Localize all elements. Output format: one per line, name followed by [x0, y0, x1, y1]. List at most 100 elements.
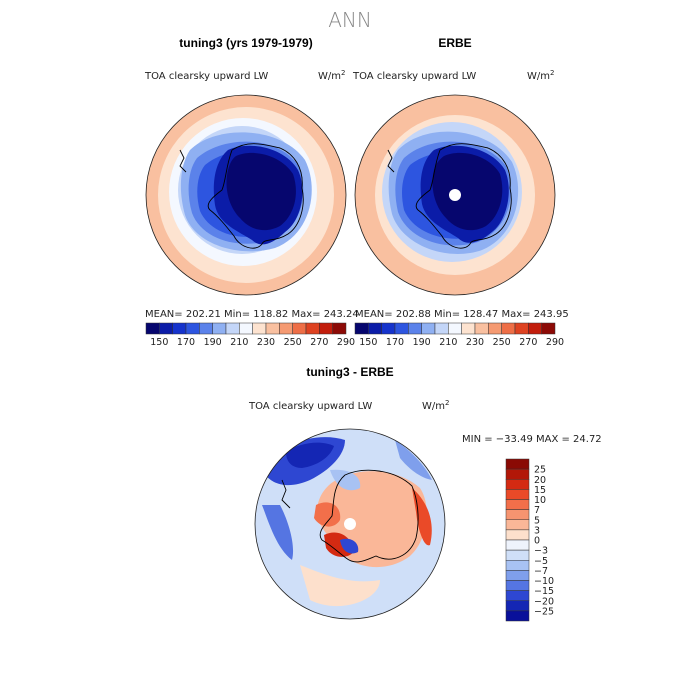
- panel-model-unit-exp: 2: [341, 69, 345, 77]
- panel-diff-unit-exp: 2: [445, 399, 449, 407]
- colorbar-tick-label: 270: [519, 337, 537, 348]
- panel-model-map: [146, 95, 346, 295]
- colorbar-tick-label: 230: [466, 337, 484, 348]
- colorbar-swatch: [159, 322, 173, 335]
- colorbar-tick-label: 0: [534, 536, 540, 547]
- map-band: [226, 152, 296, 231]
- antarctica-coastline: [207, 143, 304, 249]
- panel-diff-title: tuning3 - ERBE: [306, 365, 393, 379]
- colorbar-swatch: [541, 322, 556, 335]
- colorbar-swatch: [505, 549, 530, 561]
- south-america-coastline: [387, 149, 395, 173]
- colorbar-tick-label: 20: [534, 475, 546, 486]
- colorbar-swatch: [505, 479, 530, 490]
- colorbar-swatch: [185, 322, 200, 335]
- colorbar-tick-label: −15: [534, 586, 554, 597]
- south-america-coastline: [281, 479, 291, 509]
- panel-obs-variable: TOA clearsky upward LW: [352, 71, 476, 82]
- colorbar-swatch: [461, 322, 476, 335]
- colorbar-swatch: [505, 509, 530, 520]
- colorbar-swatch: [172, 322, 187, 335]
- colorbar-swatch: [505, 580, 530, 591]
- panel-obs-map-border: [354, 94, 556, 296]
- panel-diff: tuning3 - ERBE TOA clearsky upward LW W/…: [248, 365, 602, 622]
- pole-missing-data: [344, 518, 356, 530]
- colorbar-swatch: [514, 322, 529, 335]
- colorbar-swatch: [505, 600, 530, 612]
- colorbar-swatch: [225, 322, 240, 335]
- colorbar-swatch: [505, 570, 530, 581]
- panel-model-map-border: [145, 94, 347, 296]
- colorbar-tick-label: 190: [204, 337, 222, 348]
- colorbar-swatch: [505, 499, 530, 510]
- colorbar-tick-label: 250: [493, 337, 511, 348]
- colorbar-swatch: [279, 322, 293, 335]
- colorbar-swatch: [421, 322, 436, 335]
- panel-obs-colorbar: 150 170 190 210 230 250 270 290: [354, 322, 564, 348]
- colorbar-swatch: [488, 322, 502, 335]
- colorbar-swatch: [434, 322, 449, 335]
- panel-obs: ERBE TOA clearsky upward LW W/m2 MEAN= 2…: [352, 36, 569, 348]
- colorbar-swatch: [252, 322, 267, 335]
- map-band: [286, 442, 334, 468]
- colorbar-swatch: [505, 458, 530, 470]
- panel-obs-title: ERBE: [438, 36, 471, 50]
- antarctica-coastline: [415, 143, 512, 249]
- colorbar-swatch: [505, 489, 530, 500]
- map-band: [330, 469, 361, 491]
- colorbar-swatch: [354, 322, 369, 335]
- colorbar-swatch: [199, 322, 213, 335]
- panel-model: tuning3 (yrs 1979-1979) TOA clearsky upw…: [144, 36, 359, 348]
- panel-model-title: tuning3 (yrs 1979-1979): [179, 36, 312, 50]
- colorbar-swatch: [448, 322, 462, 335]
- colorbar-swatch: [239, 322, 253, 335]
- colorbar-swatch: [381, 322, 396, 335]
- colorbar-tick-label: 15: [534, 485, 546, 496]
- colorbar-swatch: [505, 539, 530, 551]
- panel-obs-stats: MEAN= 202.88 Min= 128.47 Max= 243.95: [355, 309, 569, 320]
- colorbar-swatch: [408, 322, 422, 335]
- panel-model-colorbar: 150 170 190 210 230 250 270 290: [145, 322, 355, 348]
- panel-diff-map: [255, 429, 445, 619]
- map-band: [395, 440, 432, 480]
- colorbar-tick-label: −25: [534, 606, 554, 617]
- colorbar-swatch: [145, 322, 160, 335]
- colorbar-tick-label: 290: [337, 337, 355, 348]
- map-band: [262, 505, 294, 560]
- figure-title: ANN: [328, 8, 372, 32]
- panel-obs-unit-exp: 2: [550, 69, 554, 77]
- colorbar-tick-label: 3: [534, 525, 540, 536]
- colorbar-swatch: [368, 322, 382, 335]
- colorbar-tick-label: −10: [534, 576, 554, 587]
- colorbar-tick-label: 10: [534, 495, 546, 506]
- panel-diff-units: W/m2: [422, 399, 449, 412]
- colorbar-tick-label: 210: [439, 337, 457, 348]
- colorbar-tick-label: −20: [534, 596, 554, 607]
- colorbar-tick-label: 5: [534, 515, 540, 526]
- colorbar-swatch: [265, 322, 280, 335]
- colorbar-tick-label: 210: [230, 337, 248, 348]
- colorbar-swatch: [501, 322, 516, 335]
- colorbar-swatch: [505, 519, 530, 531]
- colorbar-swatch: [332, 322, 347, 335]
- south-america-coastline: [179, 149, 187, 173]
- panel-model-variable: TOA clearsky upward LW: [144, 71, 268, 82]
- colorbar-tick-label: 25: [534, 465, 546, 476]
- colorbar-tick-label: −7: [534, 566, 548, 577]
- colorbar-swatch: [528, 322, 542, 335]
- colorbar-tick-label: 230: [257, 337, 275, 348]
- panel-model-unit-base: W/m: [318, 71, 341, 82]
- panel-diff-variable: TOA clearsky upward LW: [248, 401, 372, 412]
- panel-obs-units: W/m2: [527, 69, 554, 82]
- panel-obs-unit-base: W/m: [527, 71, 550, 82]
- antarctica-coastline: [319, 469, 419, 563]
- colorbar-tick-label: 150: [359, 337, 377, 348]
- colorbar-swatch: [505, 560, 530, 571]
- colorbar-swatch: [505, 468, 530, 480]
- colorbar-tick-label: 170: [386, 337, 404, 348]
- panel-diff-map-border: [254, 428, 446, 620]
- colorbar-tick-label: 7: [534, 505, 540, 516]
- colorbar-swatch: [394, 322, 409, 335]
